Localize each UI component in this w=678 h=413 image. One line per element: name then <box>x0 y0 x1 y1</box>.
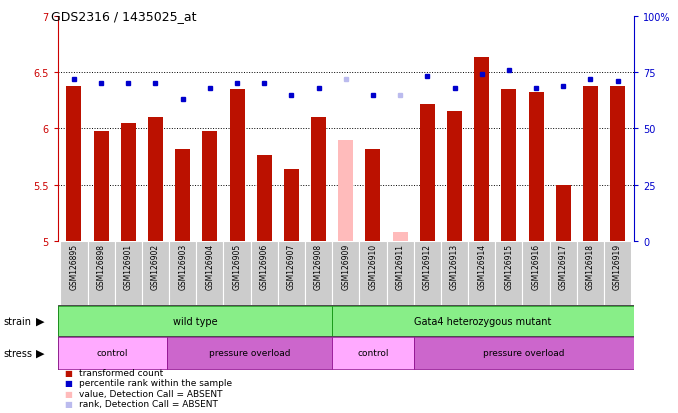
Bar <box>583 86 598 242</box>
Bar <box>359 242 386 306</box>
Bar <box>203 131 218 242</box>
Bar <box>115 242 142 306</box>
Text: pressure overload: pressure overload <box>483 349 565 358</box>
Text: GSM126909: GSM126909 <box>341 244 351 290</box>
Text: GSM126916: GSM126916 <box>532 244 540 290</box>
Bar <box>332 337 414 369</box>
Text: control: control <box>357 349 389 358</box>
Text: percentile rank within the sample: percentile rank within the sample <box>79 379 233 387</box>
Bar <box>447 112 462 242</box>
Text: value, Detection Call = ABSENT: value, Detection Call = ABSENT <box>79 389 223 398</box>
Text: ▶: ▶ <box>36 316 45 326</box>
Bar <box>284 170 299 242</box>
Bar <box>196 242 224 306</box>
Text: GSM126898: GSM126898 <box>97 244 106 290</box>
Text: stress: stress <box>3 348 33 358</box>
Text: GSM126913: GSM126913 <box>450 244 459 290</box>
Bar <box>577 242 604 306</box>
Text: GSM126914: GSM126914 <box>477 244 486 290</box>
Bar <box>386 242 414 306</box>
Text: GSM126906: GSM126906 <box>260 244 268 290</box>
Text: ■: ■ <box>64 399 73 408</box>
Bar <box>474 58 489 242</box>
Bar <box>529 93 544 242</box>
Text: GSM126903: GSM126903 <box>178 244 187 290</box>
Text: GSM126902: GSM126902 <box>151 244 160 290</box>
Text: GSM126915: GSM126915 <box>504 244 513 290</box>
Bar <box>393 233 407 242</box>
Bar <box>278 242 305 306</box>
Text: ■: ■ <box>64 379 73 387</box>
Text: GSM126910: GSM126910 <box>368 244 378 290</box>
Bar <box>502 90 517 242</box>
Text: GSM126912: GSM126912 <box>423 244 432 290</box>
Bar <box>420 104 435 242</box>
Text: transformed count: transformed count <box>79 368 163 377</box>
Bar <box>257 156 272 242</box>
Bar <box>332 306 634 336</box>
Bar <box>169 242 196 306</box>
Bar <box>311 118 326 242</box>
Text: GDS2316 / 1435025_at: GDS2316 / 1435025_at <box>51 10 197 23</box>
Bar <box>610 86 625 242</box>
Bar <box>60 242 87 306</box>
Text: ■: ■ <box>64 368 73 377</box>
Text: Gata4 heterozygous mutant: Gata4 heterozygous mutant <box>414 316 552 326</box>
Bar <box>332 242 359 306</box>
Text: GSM126901: GSM126901 <box>124 244 133 290</box>
Bar <box>604 242 631 306</box>
Text: GSM126917: GSM126917 <box>559 244 567 290</box>
Bar <box>230 90 245 242</box>
Bar <box>94 131 108 242</box>
Text: rank, Detection Call = ABSENT: rank, Detection Call = ABSENT <box>79 399 218 408</box>
Bar <box>167 337 332 369</box>
Bar <box>496 242 523 306</box>
Bar <box>414 242 441 306</box>
Text: GSM126895: GSM126895 <box>69 244 79 290</box>
Bar <box>414 337 634 369</box>
Bar <box>148 118 163 242</box>
Text: wild type: wild type <box>172 316 217 326</box>
Bar <box>142 242 169 306</box>
Bar <box>87 242 115 306</box>
Text: GSM126918: GSM126918 <box>586 244 595 290</box>
Text: control: control <box>97 349 128 358</box>
Bar <box>175 150 190 242</box>
Bar <box>66 86 81 242</box>
Bar <box>556 185 571 242</box>
Bar <box>58 306 332 336</box>
Bar <box>365 150 380 242</box>
Text: GSM126905: GSM126905 <box>233 244 241 290</box>
Bar <box>550 242 577 306</box>
Bar <box>523 242 550 306</box>
Bar <box>338 140 353 242</box>
Text: GSM126919: GSM126919 <box>613 244 622 290</box>
Text: GSM126907: GSM126907 <box>287 244 296 290</box>
Text: ▶: ▶ <box>36 348 45 358</box>
Bar <box>121 123 136 242</box>
Text: GSM126904: GSM126904 <box>205 244 214 290</box>
Text: strain: strain <box>3 316 31 326</box>
Bar <box>58 337 167 369</box>
Bar <box>251 242 278 306</box>
Bar <box>224 242 251 306</box>
Text: pressure overload: pressure overload <box>209 349 290 358</box>
Text: ■: ■ <box>64 389 73 398</box>
Bar <box>468 242 496 306</box>
Text: GSM126911: GSM126911 <box>396 244 405 290</box>
Bar <box>305 242 332 306</box>
Bar <box>441 242 468 306</box>
Text: GSM126908: GSM126908 <box>314 244 323 290</box>
